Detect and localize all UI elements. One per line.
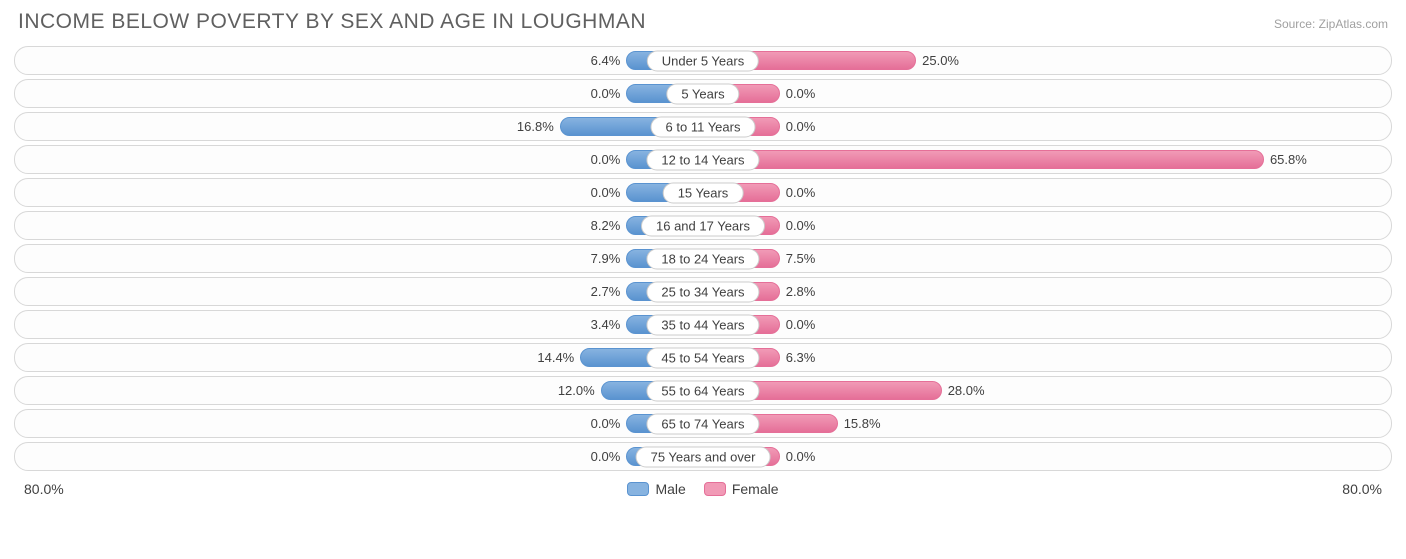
female-value: 15.8%	[838, 414, 881, 433]
legend-female-label: Female	[732, 481, 779, 497]
male-value: 0.0%	[591, 414, 627, 433]
legend-male-label: Male	[655, 481, 685, 497]
category-label: 18 to 24 Years	[646, 248, 759, 269]
category-label: 15 Years	[663, 182, 744, 203]
female-value: 28.0%	[942, 381, 985, 400]
female-swatch	[704, 482, 726, 496]
category-label: 5 Years	[666, 83, 739, 104]
table-row: 16.8% 0.0% 6 to 11 Years	[14, 112, 1392, 141]
female-bar	[703, 150, 1264, 169]
female-value: 2.8%	[780, 282, 816, 301]
category-label: 75 Years and over	[636, 446, 771, 467]
male-value: 0.0%	[591, 183, 627, 202]
female-value: 0.0%	[780, 447, 816, 466]
female-value: 65.8%	[1264, 150, 1307, 169]
chart-header: INCOME BELOW POVERTY BY SEX AND AGE IN L…	[14, 10, 1392, 46]
male-swatch	[627, 482, 649, 496]
table-row: 6.4% 25.0% Under 5 Years	[14, 46, 1392, 75]
category-label: Under 5 Years	[647, 50, 759, 71]
table-row: 2.7% 2.8% 25 to 34 Years	[14, 277, 1392, 306]
male-value: 14.4%	[537, 348, 580, 367]
table-row: 7.9% 7.5% 18 to 24 Years	[14, 244, 1392, 273]
category-label: 55 to 64 Years	[646, 380, 759, 401]
table-row: 0.0% 0.0% 5 Years	[14, 79, 1392, 108]
table-row: 0.0% 0.0% 75 Years and over	[14, 442, 1392, 471]
table-row: 0.0% 0.0% 15 Years	[14, 178, 1392, 207]
female-value: 0.0%	[780, 216, 816, 235]
female-value: 0.0%	[780, 117, 816, 136]
chart-title: INCOME BELOW POVERTY BY SEX AND AGE IN L…	[18, 10, 646, 34]
chart-source: Source: ZipAtlas.com	[1274, 17, 1388, 31]
female-value: 0.0%	[780, 315, 816, 334]
table-row: 3.4% 0.0% 35 to 44 Years	[14, 310, 1392, 339]
category-label: 65 to 74 Years	[646, 413, 759, 434]
table-row: 14.4% 6.3% 45 to 54 Years	[14, 343, 1392, 372]
male-value: 16.8%	[517, 117, 560, 136]
male-value: 6.4%	[591, 51, 627, 70]
table-row: 0.0% 15.8% 65 to 74 Years	[14, 409, 1392, 438]
category-label: 6 to 11 Years	[651, 116, 756, 137]
male-value: 3.4%	[591, 315, 627, 334]
male-value: 7.9%	[591, 249, 627, 268]
category-label: 25 to 34 Years	[646, 281, 759, 302]
legend-male: Male	[627, 481, 685, 497]
diverging-bar-chart: 6.4% 25.0% Under 5 Years 0.0% 0.0% 5 Years 16.…	[14, 46, 1392, 471]
legend: Male Female	[627, 481, 778, 497]
male-value: 0.0%	[591, 84, 627, 103]
female-value: 6.3%	[780, 348, 816, 367]
female-value: 0.0%	[780, 183, 816, 202]
legend-female: Female	[704, 481, 779, 497]
category-label: 35 to 44 Years	[646, 314, 759, 335]
male-value: 2.7%	[591, 282, 627, 301]
category-label: 16 and 17 Years	[641, 215, 765, 236]
female-value: 7.5%	[780, 249, 816, 268]
male-value: 8.2%	[591, 216, 627, 235]
table-row: 8.2% 0.0% 16 and 17 Years	[14, 211, 1392, 240]
chart-footer: 80.0% Male Female 80.0%	[14, 475, 1392, 497]
category-label: 12 to 14 Years	[646, 149, 759, 170]
male-value: 12.0%	[558, 381, 601, 400]
table-row: 0.0% 65.8% 12 to 14 Years	[14, 145, 1392, 174]
category-label: 45 to 54 Years	[646, 347, 759, 368]
male-value: 0.0%	[591, 150, 627, 169]
table-row: 12.0% 28.0% 55 to 64 Years	[14, 376, 1392, 405]
male-value: 0.0%	[591, 447, 627, 466]
female-value: 0.0%	[780, 84, 816, 103]
male-axis-max: 80.0%	[24, 481, 64, 497]
female-value: 25.0%	[916, 51, 959, 70]
female-axis-max: 80.0%	[1342, 481, 1382, 497]
